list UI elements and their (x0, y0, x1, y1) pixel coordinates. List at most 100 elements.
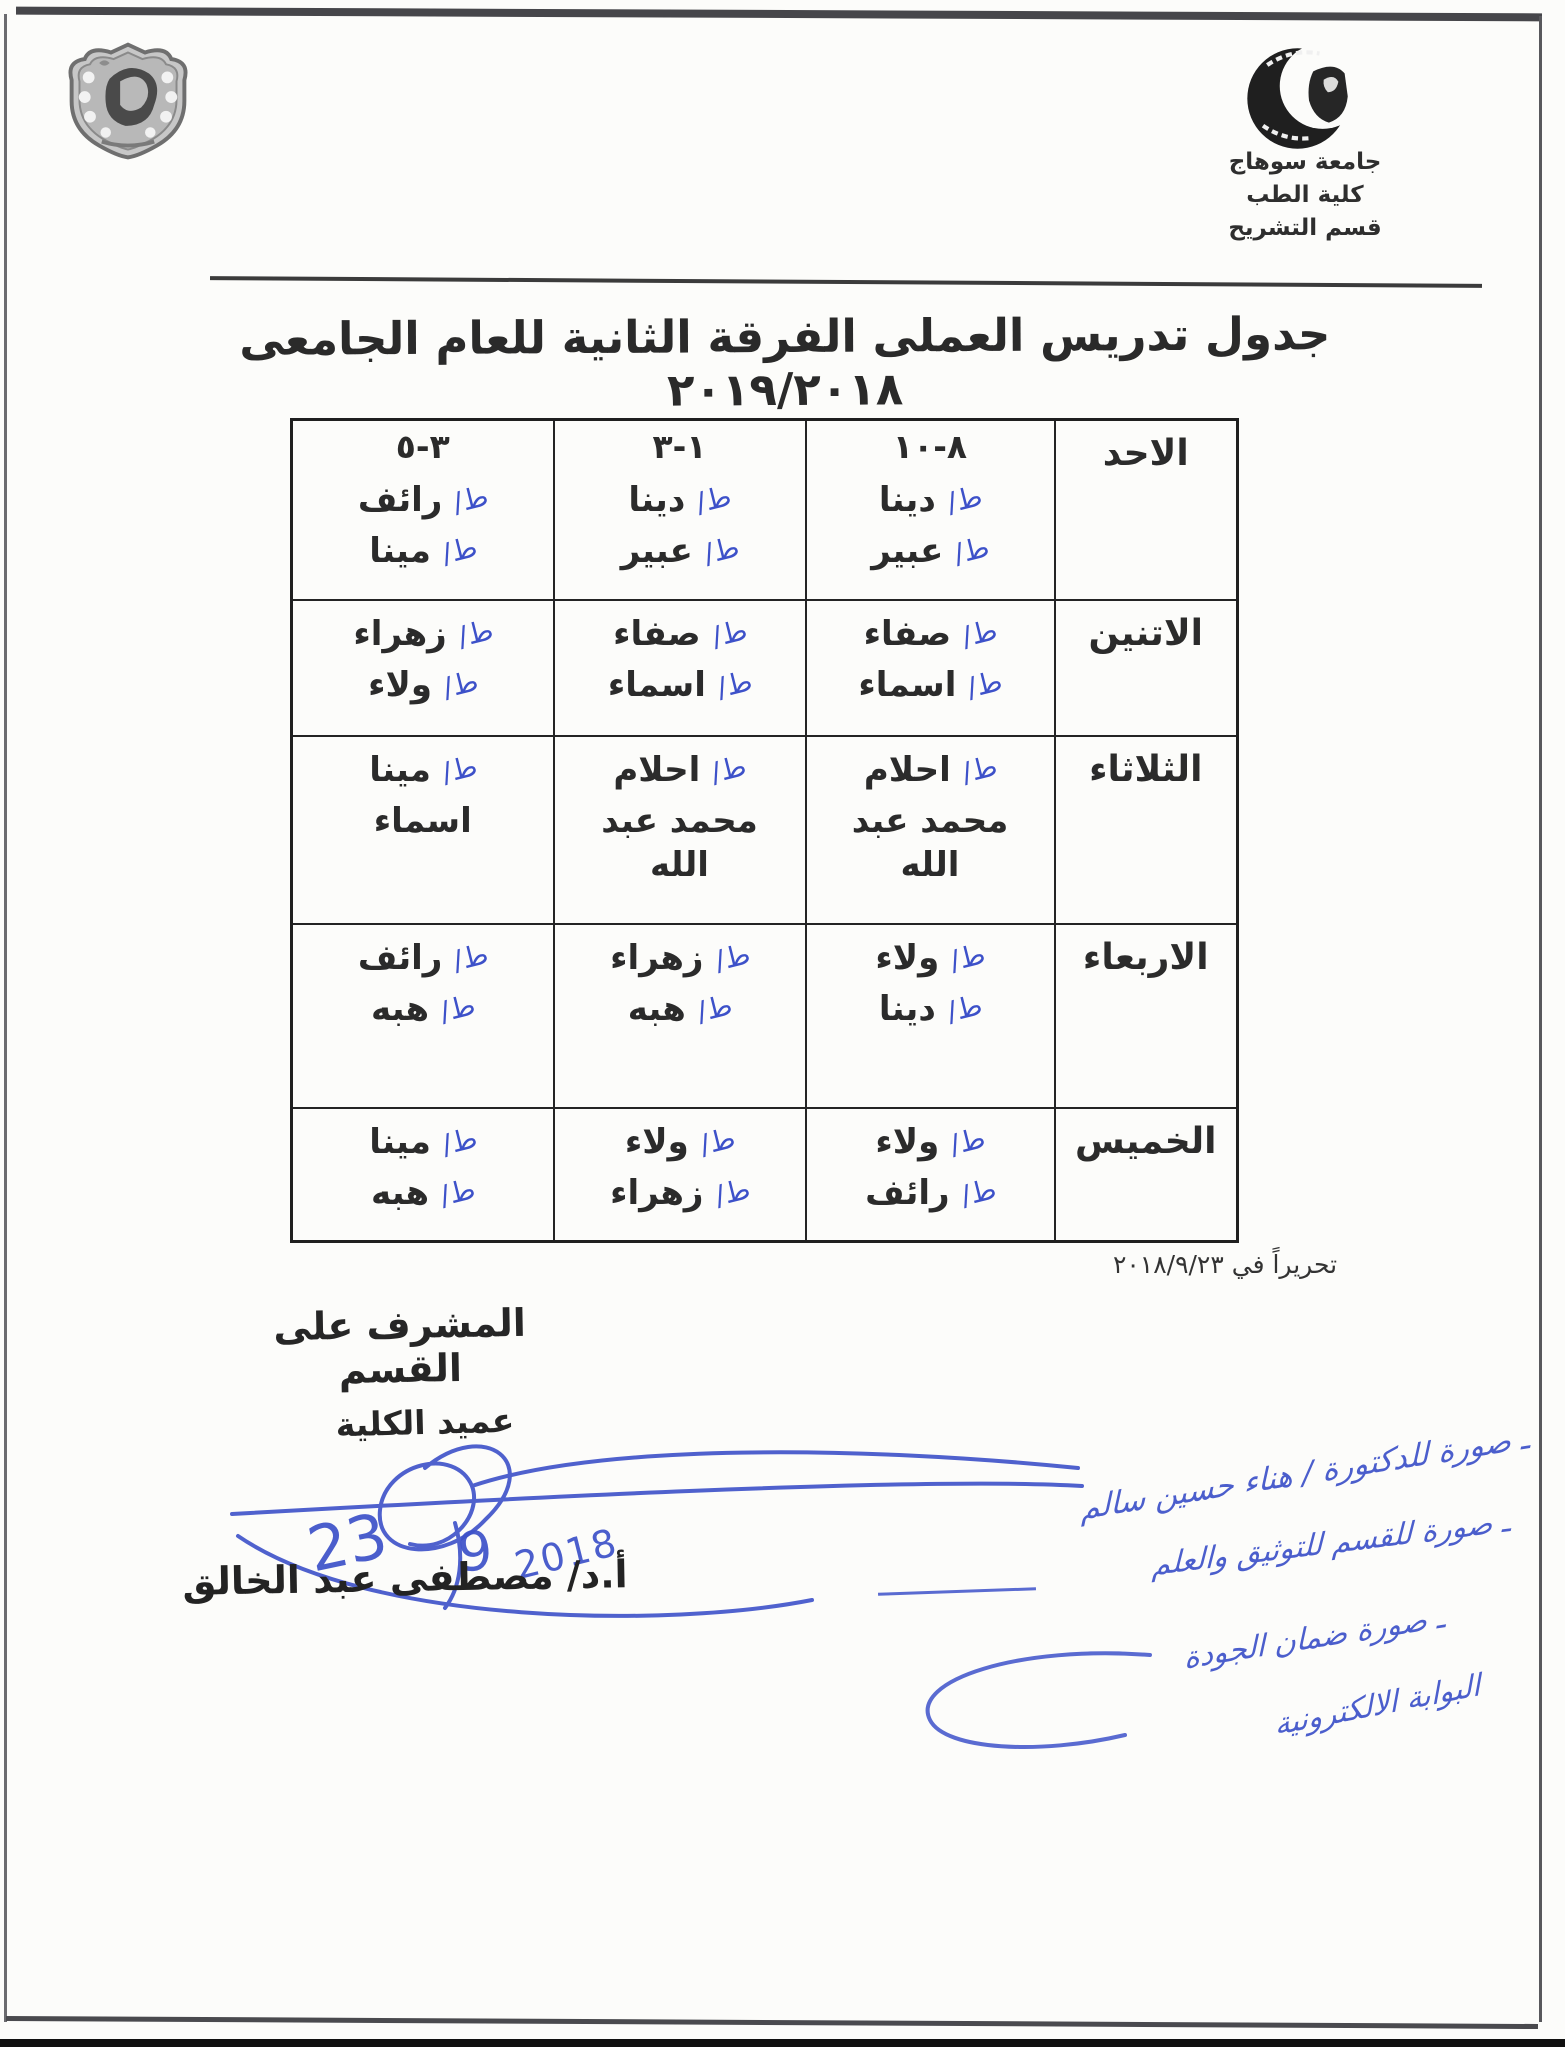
blue-ink-initial-mark: ط/ (693, 987, 736, 1029)
instructor-name: ولاء (875, 937, 940, 978)
time-slot-header: ٣-٥ (395, 427, 450, 466)
blue-ink-initial-mark: ط/ (438, 748, 481, 790)
instructor-name: زهراء (610, 937, 704, 978)
university-name: جامعة سوهاج (1228, 149, 1382, 175)
blue-ink-initial-mark: ط/ (707, 748, 750, 790)
instructor-name: محمد عبد الله (851, 800, 1009, 885)
instructor-name: ولاء (368, 664, 433, 705)
assignment-entry: ط/ولاء (561, 1120, 799, 1164)
assignment-entry: ط/هبه (561, 987, 799, 1031)
assignment-entry: ط/دينا (813, 478, 1048, 522)
schedule-row: الخميس ط/ولاء ط/رائف ط/ولاء ط/زهراء ط/مينا ط/ه… (290, 1106, 1239, 1243)
schedule-cell: ط/ولاء ط/زهراء (552, 1106, 807, 1243)
day-label: الاحد (1102, 433, 1189, 474)
schedule-body: الاحد ٨-١٠ ط/دينا ط/عبير ١-٣ ط/دينا ط/عبير ٣-٥ ط… (290, 418, 1239, 1243)
blue-ink-initial-mark: ط/ (692, 479, 735, 520)
blue-ink-initial-mark: ط/ (438, 530, 481, 571)
instructor-name: دينا (878, 988, 936, 1029)
instructor-name: ولاء (624, 1121, 689, 1162)
instructor-name: اسماء (858, 664, 957, 705)
faculty-of-medicine-crescent-icon (1240, 43, 1376, 152)
scan-right-edge (1539, 16, 1542, 2022)
assignment-entry: ط/مينا (299, 748, 547, 792)
instructor-name: اسماء (373, 800, 472, 841)
day-cell: الاحد (1053, 418, 1239, 601)
scan-top-edge (15, 6, 1543, 22)
handwritten-note: ـ صورة للقسم للتوثيق والعلم (1150, 1503, 1511, 1584)
day-label: الاربعاء (1082, 936, 1209, 978)
schedule-cell: ط/زهراء ط/ولاء (290, 598, 555, 737)
instructor-name: ولاء (875, 1121, 940, 1162)
assignment-entry: ط/ولاء (299, 663, 547, 707)
assignment-entry: ط/رائف (299, 478, 547, 522)
schedule-cell: ط/مينا ط/هبه (290, 1106, 555, 1243)
time-slot-header: ٨-١٠ (892, 427, 968, 466)
assignment-entry: ط/زهراء (299, 612, 547, 656)
blue-ink-initial-mark: ط/ (449, 936, 492, 978)
instructor-name: رائف (865, 1172, 950, 1213)
blue-ink-initial-mark: ط/ (958, 748, 1001, 790)
assignment-entry: ط/دينا (561, 478, 799, 522)
blue-ink-initial-mark: ط/ (438, 1120, 481, 1162)
assignment-entry: ط/هبه (299, 987, 547, 1031)
assignment-entry: اسماء (299, 799, 547, 843)
dean-name: أ.د/ مصطفى عبد الخالق (182, 1552, 628, 1604)
blue-ink-initial-mark: ط/ (696, 1120, 739, 1162)
instructor-name: احلام (613, 749, 701, 790)
schedule-row: الاحد ٨-١٠ ط/دينا ط/عبير ١-٣ ط/دينا ط/عبير ٣-٥ ط… (290, 418, 1239, 601)
blue-ink-initial-mark: ط/ (943, 479, 986, 520)
day-cell: الاتنين (1053, 598, 1239, 737)
assignment-entry: محمد عبد الله (561, 799, 799, 887)
assignment-entry: ط/ولاء (813, 936, 1048, 980)
instructor-name: هبه (371, 1172, 430, 1213)
assignment-entry: ط/اسماء (813, 663, 1048, 707)
instructor-name: هبه (371, 988, 430, 1029)
instructor-name: اسماء (607, 664, 706, 705)
schedule-cell: ٣-٥ ط/رائف ط/مينا (290, 418, 555, 601)
assignment-entry: ط/احلام (561, 748, 799, 792)
blue-ink-initial-mark: ط/ (956, 1171, 1000, 1213)
instructor-name: عبير (871, 531, 944, 572)
day-label: الاتنين (1088, 612, 1203, 654)
handwritten-flourish-stroke (900, 1640, 1160, 1770)
instructor-name: هبه (627, 988, 686, 1029)
letterhead-address: جامعة سوهاج كلية الطب قسم التشريح (1205, 146, 1405, 245)
assignment-entry: محمد عبد الله (813, 799, 1048, 887)
blue-ink-initial-mark: ط/ (950, 530, 994, 571)
instructor-name: عبير (620, 531, 693, 572)
blue-ink-initial-mark: ط/ (710, 1171, 754, 1213)
assignment-entry: ط/دينا (813, 987, 1048, 1031)
scan-left-edge (4, 14, 7, 2022)
blue-ink-initial-mark: ط/ (713, 663, 756, 705)
schedule-cell: ١-٣ ط/دينا ط/عبير (552, 418, 807, 601)
instructor-name: محمد عبد الله (601, 800, 758, 885)
assignment-entry: ط/رائف (813, 1171, 1048, 1215)
schedule-cell: ط/مينا اسماء (290, 734, 555, 925)
schedule-cell: ط/احلام محمد عبد الله (804, 734, 1056, 925)
schedule-cell: ط/زهراء ط/هبه (552, 922, 807, 1109)
blue-ink-initial-mark: ط/ (436, 987, 479, 1029)
time-slot-header: ١-٣ (652, 427, 707, 466)
assignment-entry: ط/اسماء (561, 663, 799, 707)
instructor-name: احلام (863, 749, 951, 790)
assignment-entry: ط/احلام (813, 748, 1048, 792)
blue-ink-initial-mark: ط/ (449, 479, 492, 520)
instructor-name: زهراء (353, 613, 447, 654)
blue-ink-initial-mark: ط/ (707, 612, 751, 654)
assignment-entry: ط/زهراء (561, 936, 799, 980)
day-cell: الثلاثاء (1053, 734, 1239, 925)
header-divider (209, 276, 1483, 288)
instructor-name: دينا (878, 480, 936, 520)
assignment-entry: ط/صفاء (561, 612, 799, 656)
schedule-cell: ط/احلام محمد عبد الله (552, 734, 807, 925)
schedule-cell: ط/ولاء ط/دينا (804, 922, 1056, 1109)
scan-bottom-bar (0, 2039, 1565, 2047)
instructor-name: صفاء (863, 613, 952, 654)
document-title: جدول تدريس العملى الفرقة الثانية للعام ا… (239, 307, 1331, 417)
assignment-entry: ط/صفاء (813, 612, 1048, 656)
instructor-name: رائف (357, 480, 443, 520)
schedule-cell: ط/صفاء ط/اسماء (552, 598, 807, 737)
schedule-cell: ط/رائف ط/هبه (290, 922, 555, 1109)
schedule-cell: ط/ولاء ط/رائف (804, 1106, 1056, 1243)
